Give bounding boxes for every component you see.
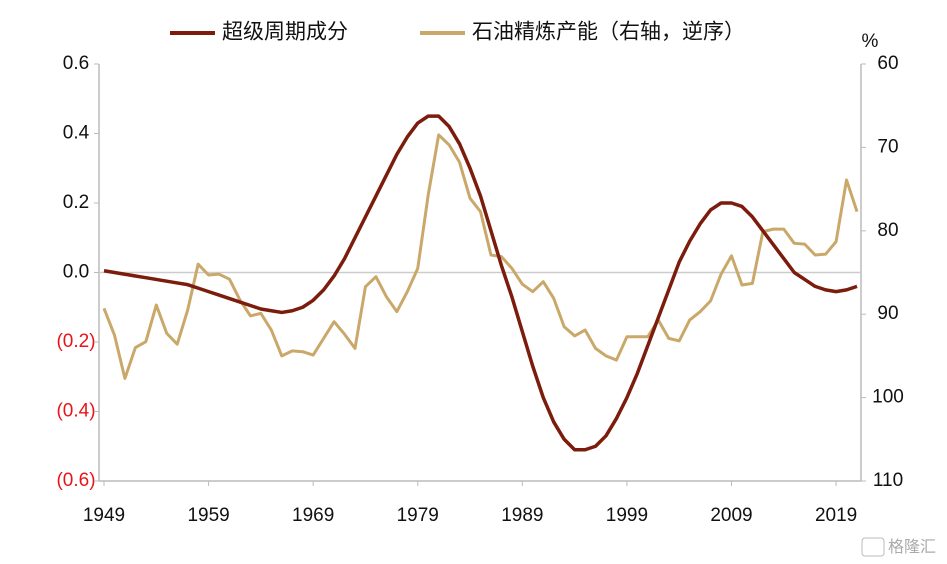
y-tick-label: (0.4) (56, 401, 95, 422)
y2-tick-label: 90 (877, 303, 898, 324)
x-tick-label: 1969 (292, 505, 334, 526)
watermark: 格隆汇 (888, 538, 936, 556)
legend-label: 超级周期成分 (222, 21, 348, 44)
y2-tick-label: 80 (877, 220, 898, 241)
y-tick-label: 0.4 (63, 123, 90, 144)
y2-axis-label: % (862, 31, 879, 52)
y2-tick-label: 60 (877, 53, 898, 74)
y-tick-label: (0.2) (56, 331, 95, 352)
series-line (102, 133, 859, 380)
x-tick-label: 1959 (187, 505, 229, 526)
y2-tick-label: 100 (872, 387, 904, 408)
x-tick-label: 2019 (815, 505, 857, 526)
y-tick-label: 0.2 (63, 192, 89, 213)
x-tick-label: 2009 (710, 505, 752, 526)
x-tick-label: 1989 (501, 505, 543, 526)
y2-tick-label: 70 (877, 136, 898, 157)
legend-label: 石油精炼产能（右轴，逆序） (472, 21, 745, 44)
y-tick-label: 0.0 (63, 262, 89, 283)
x-tick-label: 1979 (397, 505, 439, 526)
y-tick-label: 0.6 (63, 53, 89, 74)
y-tick-label: (0.6) (56, 470, 95, 491)
series-line (103, 114, 858, 452)
y2-tick-label: 110 (873, 470, 903, 491)
x-tick-label: 1949 (83, 505, 125, 526)
watermark-icon (861, 537, 885, 557)
x-tick-label: 1999 (606, 505, 648, 526)
